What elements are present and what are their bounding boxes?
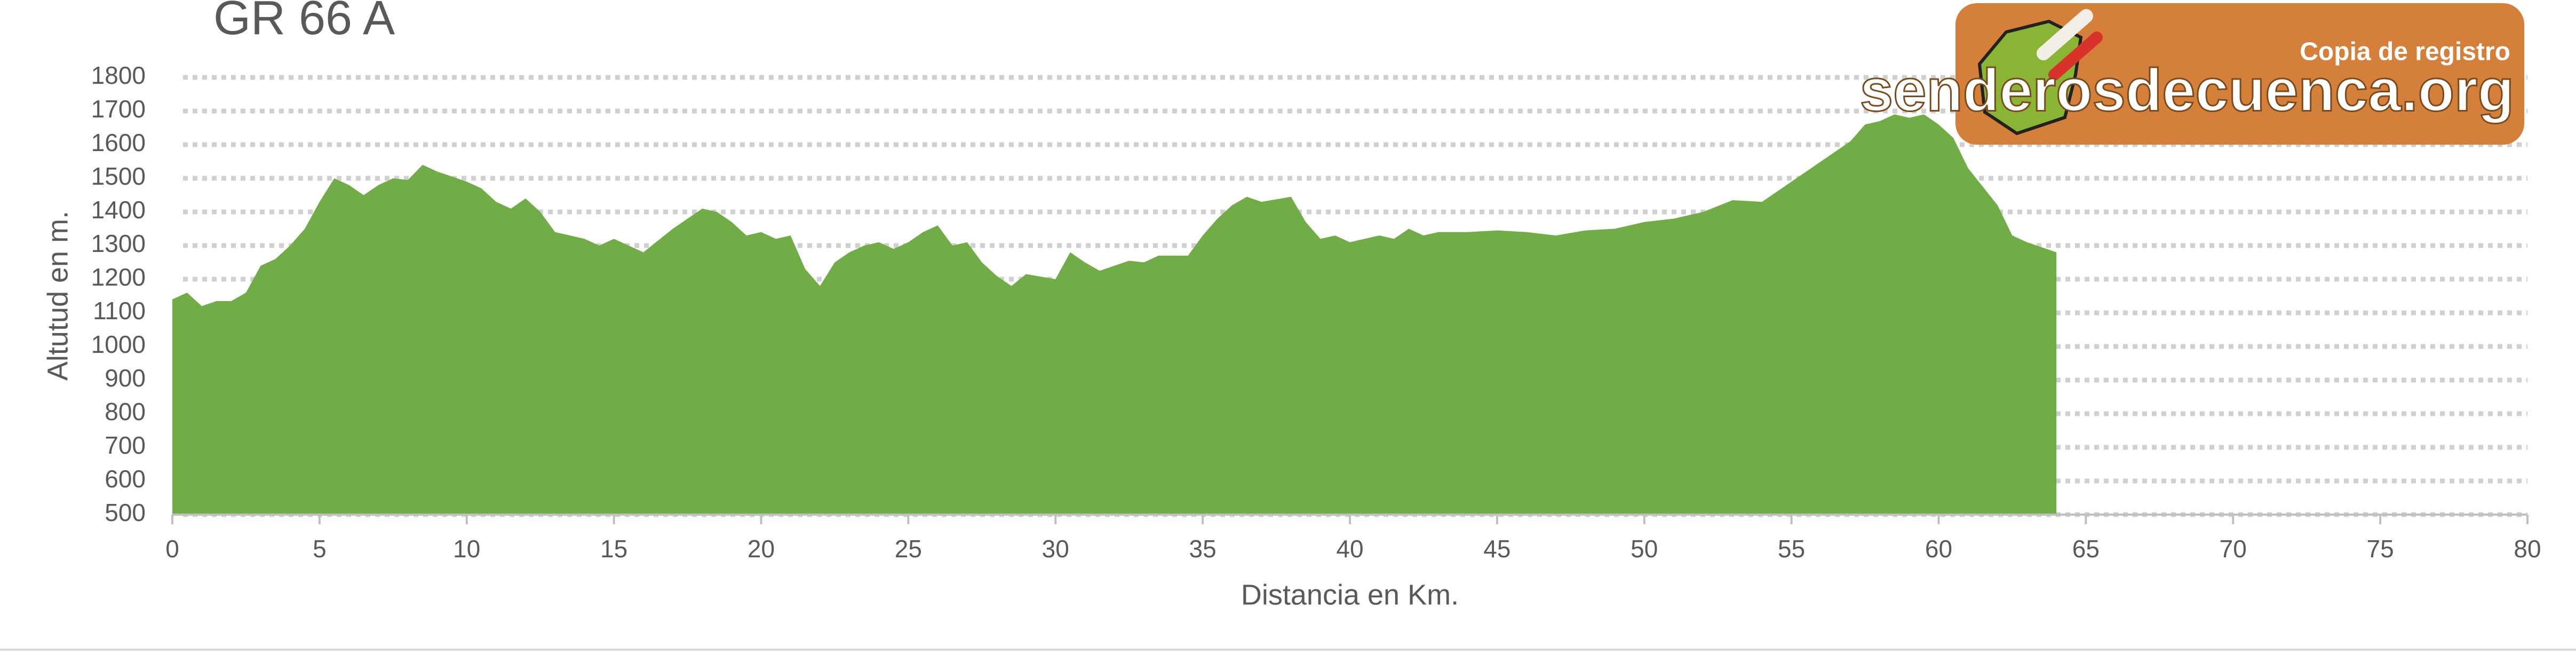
y-tick-label: 1700: [91, 95, 146, 123]
y-tick-label: 1300: [91, 230, 146, 257]
x-tick-label: 30: [1042, 535, 1069, 563]
logo-icon: [2037, 9, 2093, 60]
x-tick-label: 65: [2072, 535, 2100, 563]
logo-icon: [2048, 31, 2103, 81]
x-tick-label: 50: [1631, 535, 1658, 563]
x-tick-label: 45: [1483, 535, 1510, 563]
y-tick-label: 1600: [91, 129, 146, 156]
y-tick-label: 800: [105, 398, 146, 425]
logo: Copia de registro senderosdecuenca.org: [1859, 3, 2524, 145]
chart-title: GR 66 A: [213, 0, 395, 45]
y-tick-label: 600: [105, 465, 146, 493]
x-tick-label: 5: [313, 535, 327, 563]
x-tick-label: 35: [1189, 535, 1217, 563]
y-tick-label: 900: [105, 364, 146, 392]
x-tick-label: 70: [2220, 535, 2247, 563]
x-tick-label: 40: [1336, 535, 1363, 563]
y-tick-label: 1000: [91, 330, 146, 358]
x-tick-label: 25: [895, 535, 922, 563]
y-tick-label: 1200: [91, 263, 146, 291]
x-tick-label: 80: [2514, 535, 2541, 563]
y-tick-label: 1500: [91, 162, 146, 190]
y-tick-label: 500: [105, 499, 146, 526]
y-tick-label: 1100: [93, 297, 146, 325]
x-tick-label: 15: [600, 535, 627, 563]
x-tick-label: 0: [165, 535, 179, 563]
logo-text: senderosdecuenca.org: [1860, 57, 2514, 124]
logo-caption: Copia de registro: [2300, 38, 2510, 66]
y-tick-label: 1800: [91, 61, 146, 89]
x-axis-title: Distancia en Km.: [1241, 579, 1459, 611]
axes: 5006007008009001000110012001300140015001…: [91, 61, 2541, 563]
y-axis-title: Altutud en m.: [42, 211, 74, 381]
elevation-area: [172, 114, 2057, 515]
x-tick-label: 20: [748, 535, 775, 563]
x-tick-label: 60: [1925, 535, 1952, 563]
y-tick-label: 700: [105, 431, 146, 459]
plot-area: [172, 114, 2057, 515]
y-tick-label: 1400: [91, 196, 146, 224]
x-tick-label: 55: [1778, 535, 1805, 563]
x-tick-label: 75: [2367, 535, 2394, 563]
x-tick-label: 10: [453, 535, 480, 563]
